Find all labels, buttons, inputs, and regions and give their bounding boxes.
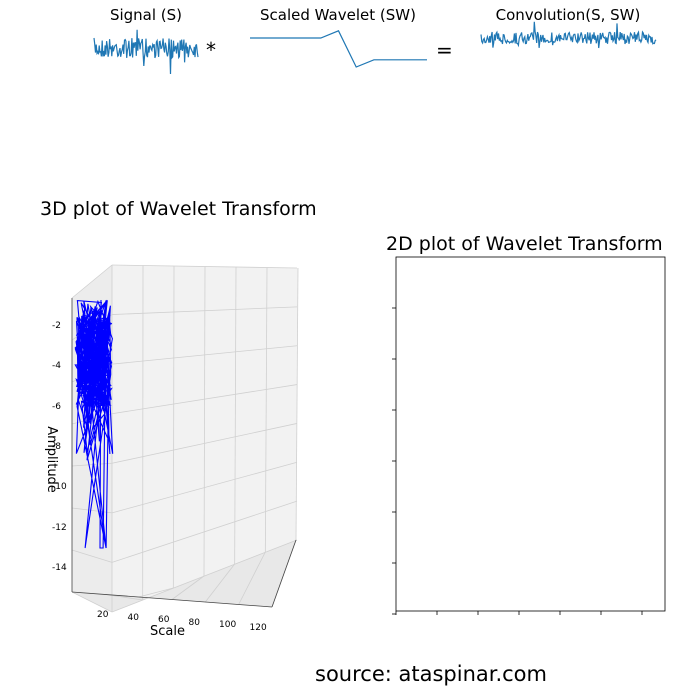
plot3d-title: 3D plot of Wavelet Transform: [40, 198, 317, 220]
plot3d-gridline-floor: [238, 551, 266, 605]
scaled-wavelet-line: [250, 30, 427, 68]
plot3d-back-pane: [112, 265, 298, 612]
plot3d-gridline-horizontal: [111, 264, 298, 269]
plot3d-x-tick-label: 80: [188, 617, 200, 628]
plot3d-gridline-horizontal: [111, 384, 298, 415]
plot3d-gridline-floor: [138, 587, 174, 598]
plot3d-gridline-horizontal: [111, 539, 298, 613]
signal-title: Signal (S): [109, 6, 183, 24]
plot3d-gridline-side: [71, 264, 113, 299]
plot3d-gridline-vertical: [234, 266, 237, 565]
plot3d-gridline-floor: [171, 575, 205, 600]
plot3d-x-axis-line: [71, 591, 273, 608]
plot3d-z-tick-label: -6: [52, 401, 61, 412]
plot3d-x-tick-label: 60: [158, 615, 170, 626]
multiply-operator: *: [206, 38, 216, 62]
convolution-line: [480, 21, 657, 49]
plot3d-gridline-side: [71, 462, 113, 467]
plot3d-x-tick-label: 20: [97, 610, 109, 620]
plot3d-edges: [71, 298, 297, 608]
plot3d-gridline-side: [71, 507, 113, 514]
source-credit: source: ataspinar.com: [315, 662, 547, 686]
plot3d-gridline-side: [71, 591, 113, 613]
plot3d-gridline-horizontal: [111, 423, 298, 464]
plot3d-floor-pane: [72, 540, 296, 612]
plot3d-gridline-vertical: [264, 267, 268, 553]
plot3d-gridline-horizontal: [111, 461, 298, 514]
plot3d-gridline-floor: [205, 563, 235, 603]
plot3d-z-tick-label: -14: [52, 562, 67, 573]
plot3d-gridline-vertical: [172, 265, 175, 589]
plot3d-x-tick-label: 120: [249, 623, 267, 633]
plot3d-gridline-vertical: [203, 266, 206, 577]
plot3d-z-tick-label: -2: [52, 321, 61, 331]
plot3d-gridline-horizontal: [111, 345, 298, 365]
plot3d-gridline-horizontal: [111, 500, 298, 563]
plot3d-gridline-side: [71, 549, 113, 563]
scaled-wavelet-title: Scaled Wavelet (SW): [260, 6, 416, 24]
plot3d-z-tick-label: -12: [52, 522, 67, 533]
equals-operator: =: [436, 38, 453, 62]
plot2d-ticks: [392, 307, 643, 615]
plot3d-z-tick-label: -4: [52, 361, 61, 372]
plot3d-z-tick-label: -10: [52, 482, 67, 493]
plot3d-x-tick-label: 100: [219, 620, 237, 631]
plot3d-series-line: [74, 299, 114, 549]
plot3d-gridline-floor: [105, 594, 143, 601]
plot3d-z-tick-label: -8: [52, 441, 61, 452]
signal-line: [93, 29, 199, 75]
plot3d-x-tick-label: 40: [127, 612, 139, 623]
plot2d-frame: [395, 256, 666, 612]
plot3d-gridline-horizontal: [111, 306, 298, 315]
plot2d-title: 2D plot of Wavelet Transform: [386, 233, 663, 255]
plot3d-gridline-vertical: [295, 267, 299, 541]
plot3d-x-axis-label: Scale: [150, 624, 185, 639]
convolution-title: Convolution(S, SW): [495, 6, 641, 24]
plot3d-y-axis-line: [271, 539, 297, 608]
